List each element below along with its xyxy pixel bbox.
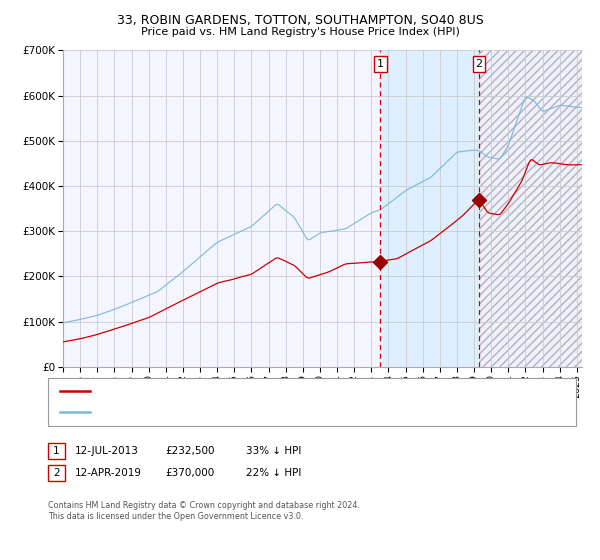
Text: 2: 2 [53,468,60,478]
Text: 22% ↓ HPI: 22% ↓ HPI [246,468,301,478]
Text: 1: 1 [53,446,60,456]
Text: 2: 2 [475,59,482,69]
Text: 12-JUL-2013: 12-JUL-2013 [75,446,139,456]
Text: £232,500: £232,500 [165,446,215,456]
Text: 33% ↓ HPI: 33% ↓ HPI [246,446,301,456]
Text: 33, ROBIN GARDENS, TOTTON, SOUTHAMPTON, SO40 8US (detached house): 33, ROBIN GARDENS, TOTTON, SOUTHAMPTON, … [93,386,474,396]
Bar [479,50,582,367]
Text: Contains HM Land Registry data © Crown copyright and database right 2024.
This d: Contains HM Land Registry data © Crown c… [48,501,360,521]
Text: Price paid vs. HM Land Registry's House Price Index (HPI): Price paid vs. HM Land Registry's House … [140,27,460,37]
Text: 12-APR-2019: 12-APR-2019 [75,468,142,478]
Text: 1: 1 [377,59,384,69]
Text: 33, ROBIN GARDENS, TOTTON, SOUTHAMPTON, SO40 8US: 33, ROBIN GARDENS, TOTTON, SOUTHAMPTON, … [116,14,484,27]
Bar [380,50,479,367]
Text: £370,000: £370,000 [165,468,214,478]
Text: HPI: Average price, detached house, New Forest: HPI: Average price, detached house, New … [93,407,333,417]
